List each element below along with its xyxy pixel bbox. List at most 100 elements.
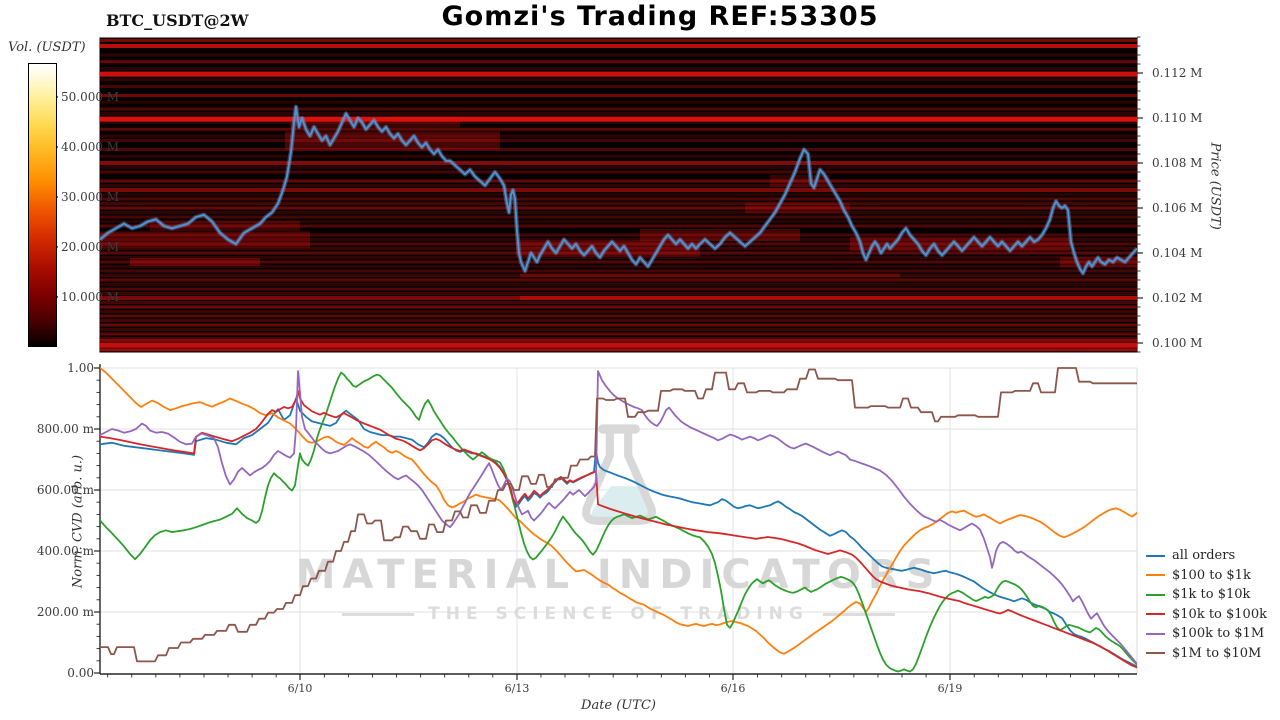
colorbar-tick-label: 30.000 M [61,190,120,204]
heat-row [516,240,700,257]
heat-row [100,85,1137,88]
heat-row [100,274,1137,277]
heat-row [100,337,1137,340]
heat-row [100,202,1137,205]
heat-row [745,203,850,213]
heat-row [100,247,1137,250]
heat-row [100,112,1137,115]
heat-row [100,242,1137,246]
heat-row [100,265,1137,268]
heat-row [100,260,1137,264]
heat-row [100,211,1137,214]
heat-row [1060,257,1137,267]
heat-row [100,328,1137,331]
heat-row [100,148,1137,151]
legend-swatch [1146,554,1165,557]
legend-label: $10k to $100k [1172,606,1267,622]
legend-label: $1M to $10M [1172,645,1262,661]
heat-row [100,139,1137,142]
legend-label: $100 to $1k [1172,567,1251,583]
heat-row [100,154,1137,158]
price-tick-label: 0.102 M [1152,291,1203,305]
symbol-timeframe-label: BTC_USDT@2W [106,11,249,30]
cvd-tick-label: 400.00 m [36,544,94,558]
heat-row [100,332,1137,336]
legend-swatch [1146,574,1165,577]
heat-row [100,233,1137,237]
legend-label: $100k to $1M [1172,626,1265,642]
heat-row [100,215,1137,219]
watermark-rule-right [822,612,895,616]
colorbar-tick-label: 20.000 M [61,240,120,254]
legend-label: $1k to $10k [1172,587,1251,603]
heat-row [100,319,1137,322]
cvd-tick-label: 800.00 m [36,422,94,436]
legend: all orders $100 to $1k $1k to $10k $10k to … [1146,546,1267,663]
heat-row [100,121,1137,124]
heatmap-background [99,37,1138,353]
heat-row [290,117,460,128]
flask-icon [581,424,656,525]
heat-row [100,179,1137,183]
heat-row [100,94,1137,97]
legend-item: all orders [1146,546,1267,566]
heat-row [150,221,300,231]
heat-row [100,134,1137,138]
heat-row [100,60,1137,64]
legend-item: $1k to $10k [1146,585,1267,605]
cvd-tick-label: 200.00 m [36,605,94,619]
heat-row [100,301,1137,304]
heat-row [850,237,1070,251]
legend-swatch [1146,652,1165,655]
heat-row [100,107,1137,111]
heat-row [100,206,1137,210]
legend-swatch [1146,632,1165,635]
colorbar-tick-label: 50.000 M [61,90,120,104]
heat-row [100,166,1137,169]
heat-row [100,339,1137,343]
heat-row [100,342,1137,348]
volume-colorbar [28,63,57,347]
heat-row [100,256,1137,259]
heat-row [100,224,1137,228]
heat-row [100,314,1137,318]
page-title: Gomzi's Trading REF:53305 [441,1,879,32]
colorbar-title: Vol. (USDT) [8,40,86,55]
heat-row [100,127,1137,131]
heat-row [100,231,310,248]
heat-row [100,238,1137,241]
legend-item: $100k to $1M [1146,624,1267,644]
x-axis-label: Date (UTC) [581,698,656,713]
legend-swatch [1146,613,1165,616]
price-line-glow [100,104,1137,276]
heat-row [100,310,1137,313]
price-tick-label: 0.104 M [1152,246,1203,260]
heat-row [100,193,1137,196]
heat-row [100,38,1137,42]
heat-row [100,287,1137,291]
heat-row [100,184,1137,187]
price-tick-label: 0.108 M [1152,156,1203,170]
date-tick-label: 6/10 [287,682,313,695]
heat-row [640,229,800,241]
heat-row [100,67,1137,70]
heat-row [100,170,1137,174]
heatmap-rows [100,38,1137,352]
price-tick-label: 0.110 M [1152,111,1203,125]
heat-row [100,197,1137,201]
heat-row [100,278,1137,282]
legend-item: $100 to $1k [1146,566,1267,586]
price-line-group [100,104,1137,276]
watermark-title: MATERIAL INDICATORS [295,552,942,598]
watermark: MATERIAL INDICATORS THE SCIENCE OF TRADI… [100,420,1137,624]
legend-swatch [1146,593,1165,596]
heat-row [100,269,1137,273]
colorbar-tick-label: 10.000 M [61,290,120,304]
price-tick-label: 0.106 M [1152,201,1203,215]
colorbar-tick-label: 40.000 M [61,140,120,154]
date-tick-label: 6/19 [937,682,963,695]
heat-row [285,131,500,150]
heat-row [100,283,1137,286]
price-line [100,105,1137,275]
